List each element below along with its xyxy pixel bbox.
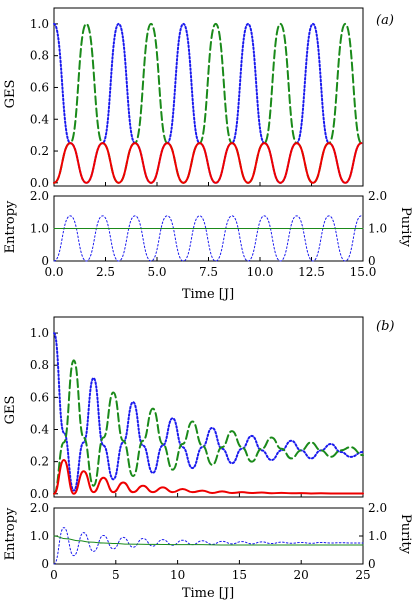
x-tick-label: 10 [170,568,185,582]
plot-frame [53,7,364,187]
y-tick-label: 1.0 [30,222,49,236]
y-tick-label: 0.0 [30,487,49,501]
y-tick-label: 2.0 [30,189,49,203]
panel-b-ges-ylabel: GES [3,396,18,425]
panel-b-xlabel: Time [J] [182,586,234,601]
y-tick-label: 0.0 [30,176,49,190]
y-tick-label: 0.8 [30,49,49,63]
y-tick-label: 0.2 [30,455,49,469]
panel-b-ges-plot: 0.0 0.2 0.4 0.6 0.8 1.0 [30,316,364,501]
panel-b-entropy-ylabel: Entropy [3,507,18,560]
series-red-solid [53,142,363,184]
y-right-tick-label: 0 [368,557,376,571]
y-tick-label: 0.6 [30,390,49,404]
x-tick-label: 0.0 [44,265,63,279]
x-tick-label: 15.0 [350,265,377,279]
x-tick-label: 15 [232,568,247,582]
y-tick-label: 1.0 [30,17,49,31]
series-blue-dotted [53,332,364,492]
panel-a-tag: (a) [376,13,394,28]
series-blue-dotted [53,527,364,565]
series-red-solid [53,459,364,495]
panel-b-tag: (b) [376,319,394,334]
x-tick-label: 5 [112,568,120,582]
series-blue-dotted [53,215,362,262]
panel-a-purity-ylabel: Purity [398,207,413,248]
y-tick-label: 1.0 [30,529,49,543]
y-right-tick-label: 2.0 [368,189,387,203]
y-tick-label: 0.6 [30,80,49,94]
panel-b-purity-ylabel: Purity [398,514,413,555]
series-green-dashed [53,359,364,495]
panel-a-xlabel: Time [J] [182,287,234,302]
x-tick-label: 5.0 [147,265,166,279]
y-tick-label: 0.4 [30,112,49,126]
x-tick-label: 10.0 [247,265,274,279]
y-right-tick-label: 0 [368,254,376,268]
panel-a-entropy-ylabel: Entropy [3,200,18,253]
y-right-tick-label: 2.0 [368,501,387,515]
y-tick-label: 0 [41,557,49,571]
panel-b-entropy-plot: 0 1.0 2.0 0 1.0 2.0 0 5 10 15 20 25 [30,501,387,582]
panel-a-ges-ylabel: GES [3,80,18,109]
x-tick-label: 7.5 [199,265,218,279]
y-tick-label: 1.0 [30,326,49,340]
y-tick-label: 0.2 [30,144,49,158]
x-tick-label: 25 [355,568,370,582]
x-tick-label: 12.5 [298,265,325,279]
panel-a-entropy-plot: 0 1.0 2.0 0 1.0 2.0 0.0 2.5 5.0 7.5 10.0 12.5 15.0 [30,189,387,279]
y-tick-label: 0.4 [30,423,49,437]
plot-frame [53,507,364,565]
series-green-solid [53,535,364,546]
plot-frame [53,316,364,498]
x-tick-label: 0 [50,568,58,582]
x-tick-label: 2.5 [96,265,115,279]
y-tick-label: 2.0 [30,501,49,515]
y-tick-label: 0.8 [30,358,49,372]
x-tick-label: 20 [294,568,309,582]
y-right-tick-label: 1.0 [368,222,387,236]
panel-a-ges-plot: 0.0 0.2 0.4 0.6 0.8 1.0 [30,7,364,190]
y-tick-label: 0 [41,254,49,268]
y-right-tick-label: 1.0 [368,529,387,543]
